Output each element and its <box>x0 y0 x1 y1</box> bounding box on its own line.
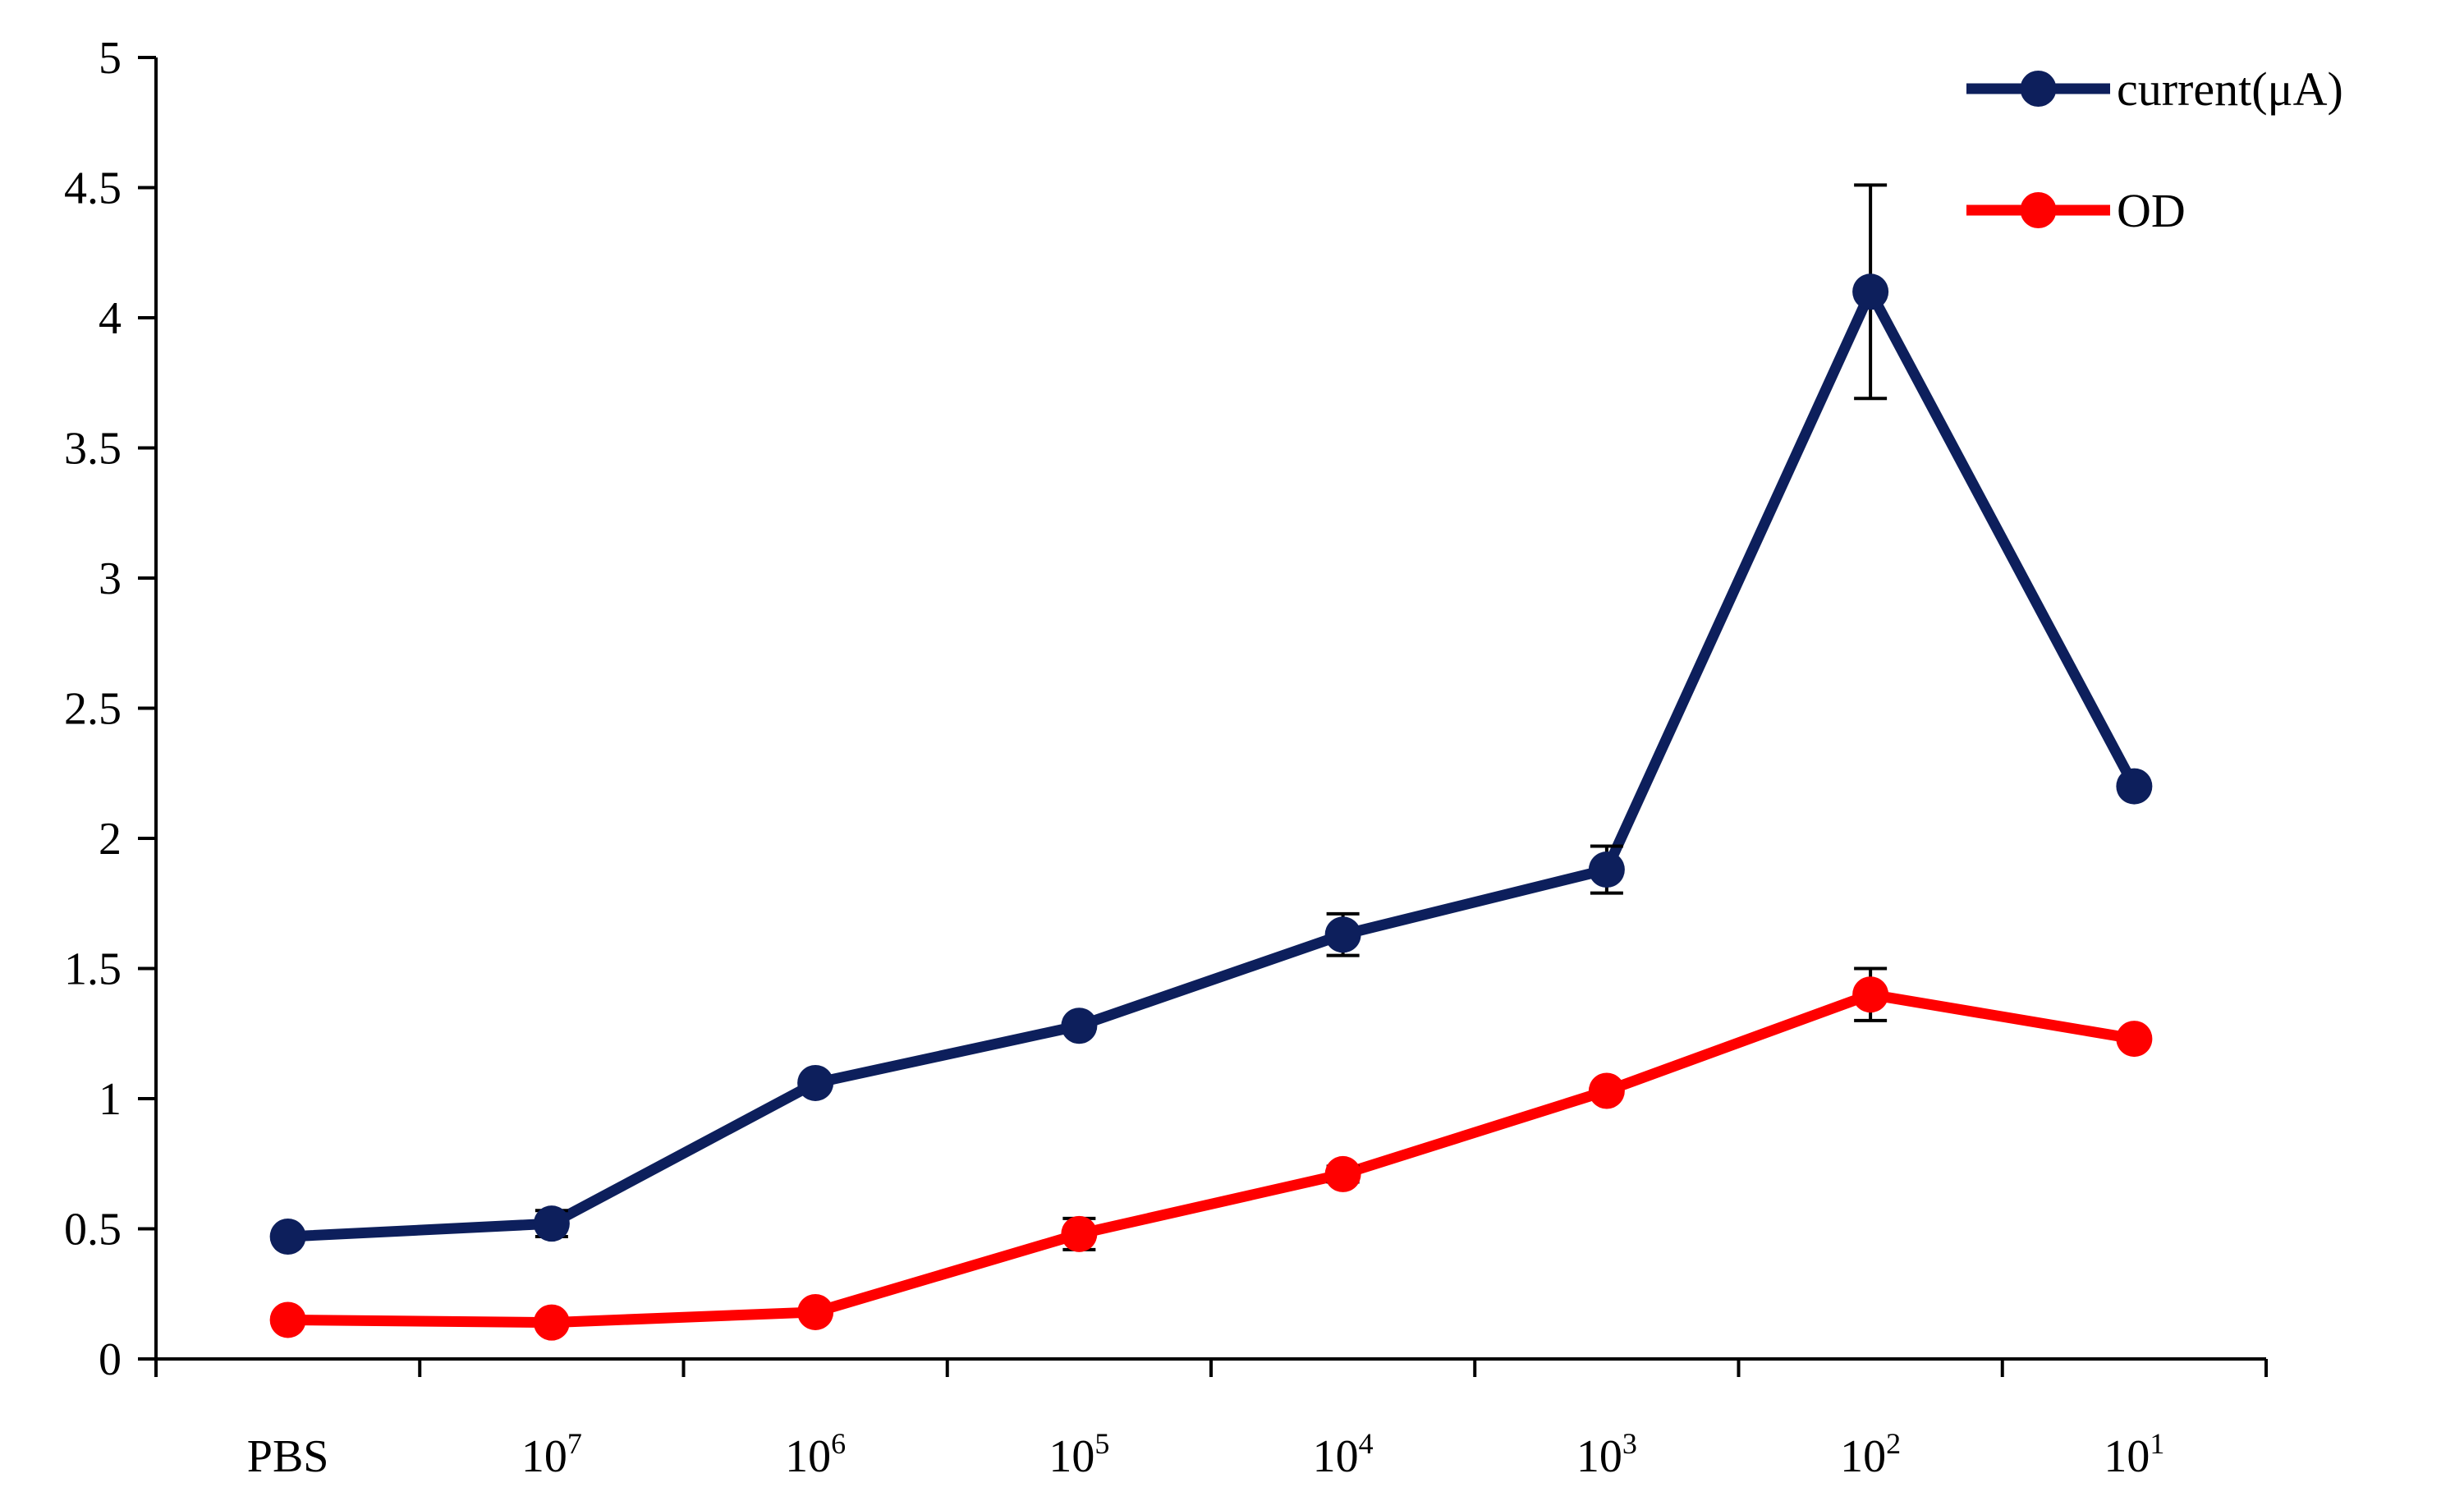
x-tick-label-exponent: 7 <box>567 1427 582 1460</box>
x-tick-label: 101 <box>2104 1427 2164 1482</box>
y-tick-label: 3.5 <box>64 424 122 475</box>
x-tick-label: 104 <box>1313 1427 1374 1482</box>
x-tick-label-exponent: 6 <box>831 1427 846 1460</box>
data-point <box>2116 768 2153 805</box>
x-tick-label: PBS <box>247 1431 329 1482</box>
y-tick-label: 0.5 <box>64 1205 122 1255</box>
data-point <box>1061 1215 1098 1252</box>
data-point <box>797 1064 834 1101</box>
data-point <box>1324 916 1361 953</box>
x-tick-label: 107 <box>521 1427 582 1482</box>
y-tick-label: 4 <box>99 293 122 344</box>
y-tick-label: 3 <box>99 553 122 604</box>
y-tick-label: 2 <box>99 814 122 865</box>
legend: current(μA) OD <box>1966 62 2343 237</box>
data-point <box>533 1205 570 1242</box>
data-point <box>533 1304 570 1341</box>
series-layer <box>269 183 2153 1341</box>
legend-item: current(μA) <box>1966 62 2343 116</box>
x-tick-label: 105 <box>1048 1427 1109 1482</box>
data-point <box>1588 851 1625 888</box>
y-tick-label: 4.5 <box>64 163 122 214</box>
data-point <box>1588 1072 1625 1109</box>
y-tick-label: 0 <box>99 1334 122 1385</box>
x-tick-label-base: PBS <box>247 1431 329 1482</box>
data-point <box>2116 1021 2153 1058</box>
data-point <box>269 1301 306 1338</box>
series-0 <box>269 183 2153 1255</box>
y-tick-label: 1.5 <box>64 944 122 995</box>
x-tick-label: 106 <box>785 1427 846 1482</box>
x-tick-label-exponent: 2 <box>1886 1427 1901 1460</box>
legend-swatch-marker <box>2020 192 2057 228</box>
data-point <box>1324 1155 1361 1192</box>
legend-label: OD <box>2117 184 2186 237</box>
x-tick-label-base: 10 <box>1048 1431 1094 1482</box>
legend-swatch-marker <box>2020 71 2057 107</box>
data-point <box>269 1219 306 1255</box>
legend-item: OD <box>1966 184 2186 237</box>
data-point <box>1061 1008 1098 1044</box>
series-line <box>287 989 2136 1329</box>
x-tick-label-exponent: 3 <box>1622 1427 1637 1460</box>
data-point <box>797 1293 834 1330</box>
x-tick-label-base: 10 <box>2104 1431 2150 1482</box>
legend-label: current(μA) <box>2117 62 2343 116</box>
axes <box>154 57 2266 1361</box>
x-tick-label-base: 10 <box>1576 1431 1622 1482</box>
data-point <box>1852 273 1889 310</box>
y-tick-label: 5 <box>99 33 122 84</box>
x-tick-label: 103 <box>1576 1427 1637 1482</box>
series-1 <box>269 966 2153 1341</box>
y-tick-label: 1 <box>99 1074 122 1125</box>
x-tick-label-base: 10 <box>785 1431 831 1482</box>
series-line <box>287 286 2140 1242</box>
y-axis-ticks: 0 0.5 1 1.5 2 2.5 3 3.5 4 4.5 5 <box>64 33 156 1385</box>
x-tick-label-exponent: 4 <box>1359 1427 1374 1460</box>
x-tick-label-base: 10 <box>521 1431 567 1482</box>
data-point <box>1852 976 1889 1013</box>
x-tick-label-base: 10 <box>1313 1431 1359 1482</box>
x-tick-label: 102 <box>1840 1427 1901 1482</box>
x-tick-label-exponent: 1 <box>2150 1427 2164 1460</box>
x-tick-label-exponent: 5 <box>1094 1427 1109 1460</box>
x-tick-label-base: 10 <box>1840 1431 1886 1482</box>
x-axis-ticks: PBS 107 106 105 104 103 102 101 <box>154 1359 2268 1482</box>
y-tick-label: 2.5 <box>64 684 122 735</box>
